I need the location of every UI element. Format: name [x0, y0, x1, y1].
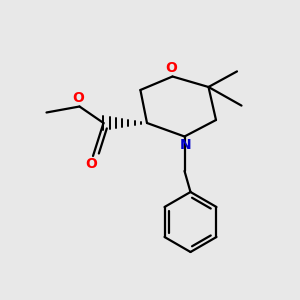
Text: O: O: [85, 158, 98, 171]
Text: O: O: [165, 61, 177, 75]
Text: O: O: [72, 91, 84, 105]
Text: N: N: [180, 138, 192, 152]
